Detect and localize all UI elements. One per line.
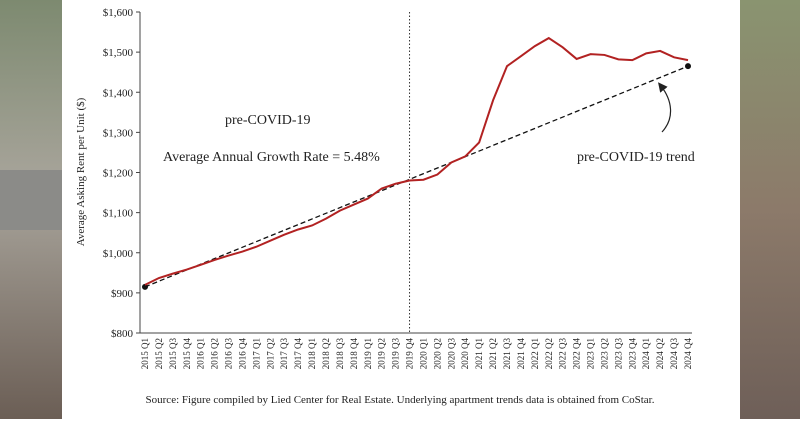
source-note: Source: Figure compiled by Lied Center f… <box>146 394 655 406</box>
y-tick-label: $1,500 <box>103 47 134 59</box>
x-tick-label: 2019 Q2 <box>377 338 387 369</box>
trend-line <box>144 65 689 288</box>
x-tick-label: 2023 Q1 <box>586 338 596 369</box>
x-tick-label: 2016 Q1 <box>196 338 206 369</box>
annotation: pre-COVID-19 <box>225 113 311 128</box>
y-tick-label: $1,000 <box>103 248 134 260</box>
x-tick-label: 2022 Q2 <box>544 338 554 369</box>
x-tick-label: 2015 Q4 <box>182 338 192 370</box>
annotation: Average Annual Growth Rate = 5.48% <box>163 150 380 165</box>
x-tick-label: 2020 Q4 <box>460 338 470 370</box>
y-tick-label: $1,200 <box>103 168 134 180</box>
x-tick-label: 2021 Q4 <box>516 338 526 370</box>
x-tick-label: 2017 Q2 <box>265 338 275 369</box>
annotation-arrow <box>658 82 672 133</box>
x-tick-label: 2015 Q1 <box>140 338 150 369</box>
photo-background <box>740 0 800 419</box>
x-tick-label: 2015 Q2 <box>154 338 164 369</box>
x-tick-label: 2016 Q4 <box>237 338 247 370</box>
x-tick-label: 2021 Q1 <box>474 338 484 369</box>
y-tick-label: $1,300 <box>103 127 134 139</box>
trend-endpoint <box>142 283 148 290</box>
y-axis-label: Average Asking Rent per Unit ($) <box>75 97 87 246</box>
x-tick-label: 2018 Q2 <box>321 338 331 369</box>
x-tick-label: 2018 Q1 <box>307 338 317 369</box>
y-tick-label: $800 <box>111 328 134 340</box>
x-tick-label: 2024 Q2 <box>655 338 665 369</box>
photo-road <box>0 170 62 230</box>
x-tick-label: 2018 Q4 <box>349 338 359 370</box>
x-tick-label: 2020 Q3 <box>446 338 456 370</box>
x-tick-label: 2016 Q3 <box>224 338 234 370</box>
x-tick-label: 2023 Q2 <box>599 338 609 369</box>
x-tick-label: 2023 Q3 <box>613 338 623 370</box>
x-tick-label: 2024 Q3 <box>669 338 679 370</box>
x-tick-label: 2015 Q3 <box>168 338 178 370</box>
x-tick-label: 2019 Q4 <box>405 338 415 370</box>
x-tick-label: 2019 Q1 <box>363 338 373 369</box>
x-tick-label: 2020 Q2 <box>432 338 442 369</box>
x-tick-label: 2024 Q4 <box>683 338 693 370</box>
x-tick-label: 2023 Q4 <box>627 338 637 370</box>
y-tick-label: $1,100 <box>103 208 134 220</box>
annotation: pre-COVID-19 trend <box>577 150 695 165</box>
x-tick-label: 2022 Q4 <box>572 338 582 370</box>
chart-panel <box>62 0 740 419</box>
x-tick-label: 2021 Q2 <box>488 338 498 369</box>
x-tick-label: 2019 Q3 <box>391 338 401 370</box>
x-tick-label: 2018 Q3 <box>335 338 345 370</box>
y-tick-label: $1,400 <box>103 87 134 99</box>
x-tick-label: 2017 Q3 <box>279 338 289 370</box>
rent-line <box>144 36 689 286</box>
x-tick-label: 2016 Q2 <box>210 338 220 369</box>
x-tick-label: 2021 Q3 <box>502 338 512 370</box>
x-tick-label: 2017 Q4 <box>293 338 303 370</box>
x-tick-label: 2024 Q1 <box>641 338 651 369</box>
y-tick-label: $1,600 <box>103 7 134 19</box>
trend-endpoint <box>685 63 691 70</box>
y-tick-label: $900 <box>111 288 134 300</box>
x-tick-label: 2022 Q3 <box>558 338 568 370</box>
x-tick-label: 2020 Q1 <box>418 338 428 369</box>
x-tick-label: 2017 Q1 <box>251 338 261 369</box>
x-tick-label: 2022 Q1 <box>530 338 540 369</box>
